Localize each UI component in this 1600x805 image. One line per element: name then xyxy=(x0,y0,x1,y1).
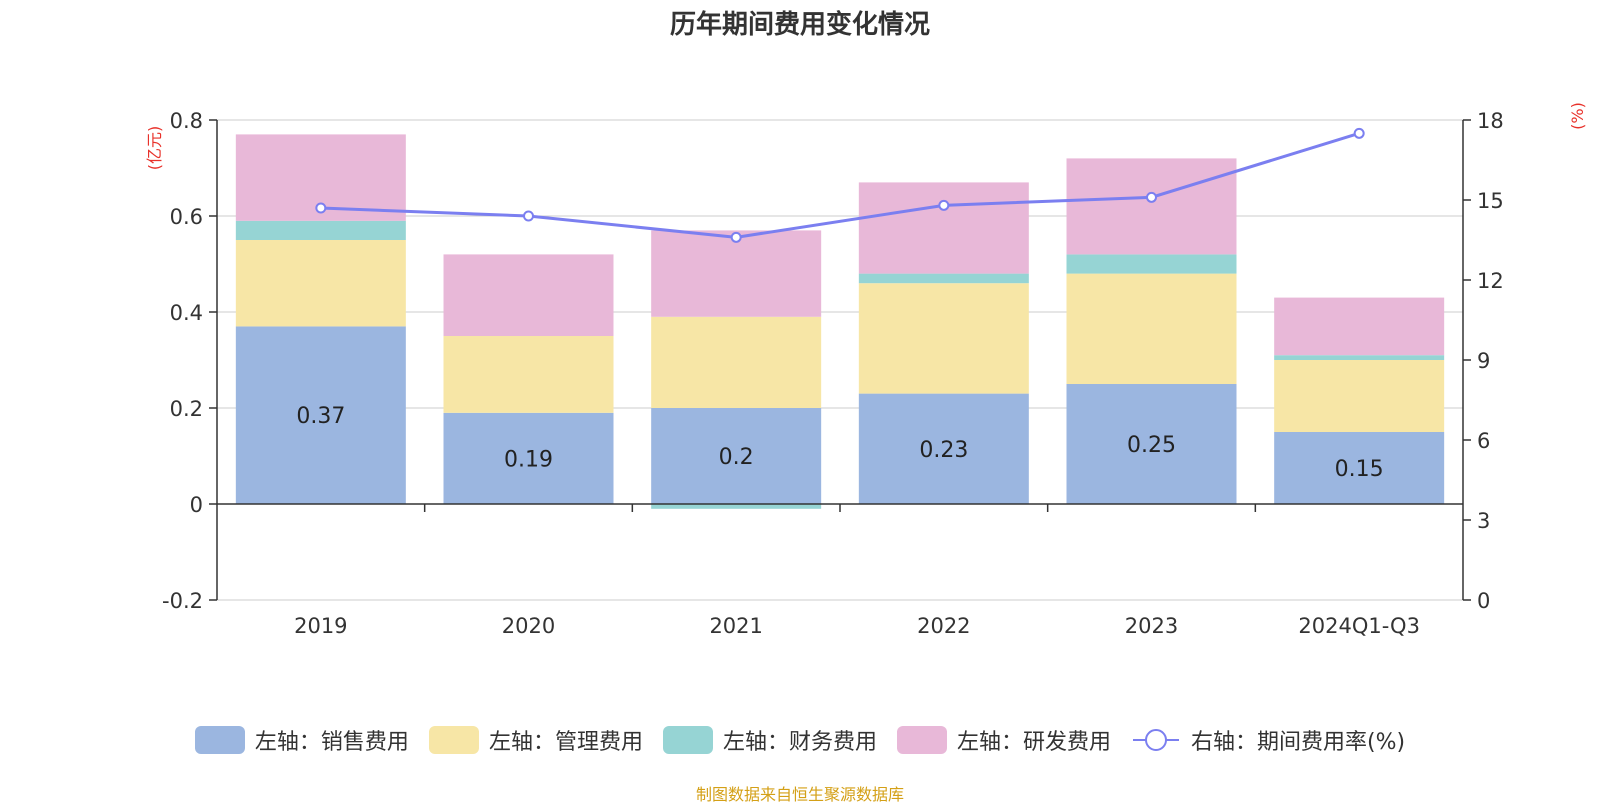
rate-line-series xyxy=(315,127,1365,243)
bar-value-label: 0.23 xyxy=(919,438,968,463)
bar-segment xyxy=(235,326,406,504)
category-label: 2023 xyxy=(1125,614,1178,638)
legend-swatch xyxy=(662,726,713,754)
legend-label: 左轴：销售费用 xyxy=(254,730,409,755)
bar-segment xyxy=(1274,360,1445,432)
rate-line xyxy=(320,131,1360,239)
category-label: 2019 xyxy=(294,614,347,638)
bar-segment xyxy=(651,230,822,317)
bar-value-label: 0.15 xyxy=(1335,457,1384,482)
bar-segment xyxy=(651,408,822,504)
right-axis-tick-label: 9 xyxy=(1477,349,1490,373)
category-label: 2020 xyxy=(502,614,555,638)
legend-swatch xyxy=(896,726,947,754)
bar-segment xyxy=(235,220,406,240)
chart-title: 历年期间费用变化情况 xyxy=(669,10,930,40)
rate-point xyxy=(523,210,534,222)
bar-segment xyxy=(1274,355,1445,360)
bar-segment xyxy=(858,393,1029,504)
right-axis-tick-label: 18 xyxy=(1477,109,1504,133)
right-axis-unit: (%) xyxy=(1568,102,1587,130)
bar-segment xyxy=(1274,432,1445,504)
bar-segment xyxy=(1066,273,1237,384)
bar-series xyxy=(235,134,1445,509)
bar-segment xyxy=(1274,297,1445,356)
left-axis-tick-label: 0 xyxy=(190,493,203,517)
category-label: 2021 xyxy=(709,614,762,638)
bar-segment xyxy=(858,283,1029,394)
left-axis-tick-label: 0.4 xyxy=(170,301,203,325)
axes: -0.2 0 0.2 0.4 0.6 0.8 0 3 6 9 12 15 18 2019 2020 2021 2… xyxy=(145,102,1587,638)
bar-segment xyxy=(858,182,1029,274)
legend-label: 右轴：期间费用率(%) xyxy=(1190,730,1406,755)
rate-point xyxy=(1146,191,1157,203)
left-axis-tick-label: -0.2 xyxy=(162,589,203,613)
right-axis-tick-label: 3 xyxy=(1477,509,1490,533)
bar-segment xyxy=(651,504,822,509)
legend-item[interactable]: 左轴：财务费用 xyxy=(662,724,877,756)
bar-value-label: 0.19 xyxy=(504,447,553,472)
category-label: 2024Q1-Q3 xyxy=(1298,614,1420,638)
bar-value-label: 0.25 xyxy=(1127,433,1176,458)
bar-value-label: 0.37 xyxy=(296,404,345,429)
bar-segment xyxy=(1066,384,1237,504)
legend-label: 左轴：管理费用 xyxy=(488,730,643,755)
bar-segment xyxy=(443,412,614,504)
category-label: 2022 xyxy=(917,614,970,638)
right-axis-tick-label: 0 xyxy=(1477,589,1490,613)
legend-swatch xyxy=(194,726,245,754)
legend-item[interactable]: 左轴：管理费用 xyxy=(428,724,643,756)
rate-point xyxy=(730,231,742,243)
source-note: 制图数据来自恒生聚源数据库 xyxy=(695,785,904,804)
left-axis-tick-label: 0.2 xyxy=(170,397,203,421)
legend-item[interactable]: 左轴：研发费用 xyxy=(896,724,1111,756)
legend-item[interactable]: 左轴：销售费用 xyxy=(194,724,409,756)
legend-swatch xyxy=(428,726,479,754)
legend-line-icon xyxy=(1132,729,1179,751)
left-axis-tick-label: 0.6 xyxy=(170,205,203,229)
bar-segment xyxy=(858,273,1029,284)
rate-point xyxy=(1353,127,1365,139)
legend-label: 左轴：财务费用 xyxy=(722,730,877,755)
legend-line-marker xyxy=(1144,729,1167,751)
right-axis-tick-label: 15 xyxy=(1477,189,1504,213)
data-labels: 0.37 0.19 0.2 0.23 0.25 0.15 xyxy=(296,404,1383,482)
right-axis-tick-label: 6 xyxy=(1477,429,1490,453)
bar-segment xyxy=(1066,158,1237,255)
chart-canvas: -0.2 0 0.2 0.4 0.6 0.8 0 3 6 9 12 15 18 2019 2020 2021 2… xyxy=(145,102,1587,638)
bar-segment xyxy=(443,336,614,413)
legend-label: 左轴：研发费用 xyxy=(956,730,1111,755)
legend: 左轴：销售费用 左轴：管理费用 左轴：财务费用 左轴：研发费用 右轴：期间费用率(%) xyxy=(0,720,1600,760)
legend-item[interactable]: 右轴：期间费用率(%) xyxy=(1131,724,1405,756)
left-axis-unit: (亿元) xyxy=(145,126,164,171)
rate-point xyxy=(315,202,327,214)
bar-segment xyxy=(443,254,614,336)
bar-segment xyxy=(651,316,822,408)
rate-point xyxy=(938,199,950,211)
bar-segment xyxy=(1066,254,1237,274)
bar-segment xyxy=(235,240,406,327)
left-axis-tick-label: 0.8 xyxy=(170,109,203,133)
bar-value-label: 0.2 xyxy=(719,445,754,470)
right-axis-tick-label: 12 xyxy=(1477,269,1504,293)
